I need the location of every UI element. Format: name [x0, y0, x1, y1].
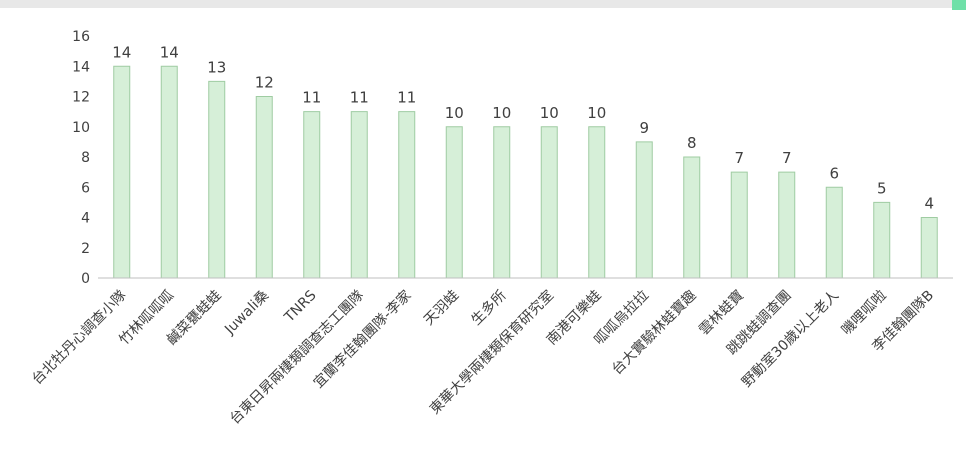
y-tick-label: 4 [81, 211, 90, 227]
y-tick-label: 0 [81, 271, 90, 287]
bar [113, 65, 131, 279]
bar [588, 126, 606, 279]
bar [303, 111, 321, 279]
bar [635, 141, 653, 279]
x-category-label: 生多所 [468, 287, 510, 329]
x-category-label: 台大實驗林蛙寶趣 [608, 287, 699, 378]
y-tick-label: 8 [81, 150, 90, 166]
bar [160, 65, 178, 279]
y-tick-label: 12 [72, 90, 90, 106]
data-label: 8 [687, 134, 697, 152]
bar [873, 201, 891, 279]
data-label: 12 [255, 74, 274, 92]
bar [208, 80, 226, 279]
bar [540, 126, 558, 279]
data-label: 14 [112, 43, 131, 61]
data-label: 7 [734, 149, 744, 167]
corner-accent [952, 0, 966, 10]
y-tick-label: 14 [72, 59, 90, 75]
y-tick-label: 10 [72, 120, 90, 136]
bar [825, 186, 843, 279]
bar [493, 126, 511, 279]
y-axis: 0 2 4 6 8 10 12 14 16 [72, 29, 90, 287]
data-label: 7 [782, 149, 792, 167]
bar [398, 111, 416, 279]
x-category-label: TNRS [281, 287, 320, 326]
x-category-label: Juwali桑 [221, 288, 272, 339]
data-label: 13 [207, 58, 226, 76]
bar [350, 111, 368, 279]
data-label: 5 [877, 179, 887, 197]
bar [445, 126, 463, 279]
bar [683, 156, 701, 279]
x-category-label: 天羽蛙 [421, 288, 462, 329]
data-label: 10 [587, 104, 606, 122]
bar [920, 217, 938, 279]
y-tick-label: 16 [72, 29, 90, 45]
bars [113, 65, 938, 279]
data-label: 10 [445, 104, 464, 122]
data-label: 4 [924, 195, 934, 213]
bar [255, 96, 273, 279]
data-label: 11 [302, 89, 321, 107]
data-label: 6 [829, 164, 839, 182]
x-category-label: 台北牡丹心調查小隊 [29, 288, 129, 388]
y-tick-label: 2 [81, 241, 90, 257]
top-strip [0, 0, 966, 8]
data-label: 11 [397, 89, 416, 107]
data-label: 9 [639, 119, 649, 137]
bar [778, 171, 796, 279]
data-labels: 14 14 13 12 11 11 11 10 10 10 10 9 8 7 7 6 5 4 [112, 43, 934, 212]
y-tick-label: 6 [81, 180, 90, 196]
data-label: 11 [350, 89, 369, 107]
data-label: 10 [492, 104, 511, 122]
bar [730, 171, 748, 279]
data-label: 14 [160, 43, 179, 61]
data-label: 10 [540, 104, 559, 122]
